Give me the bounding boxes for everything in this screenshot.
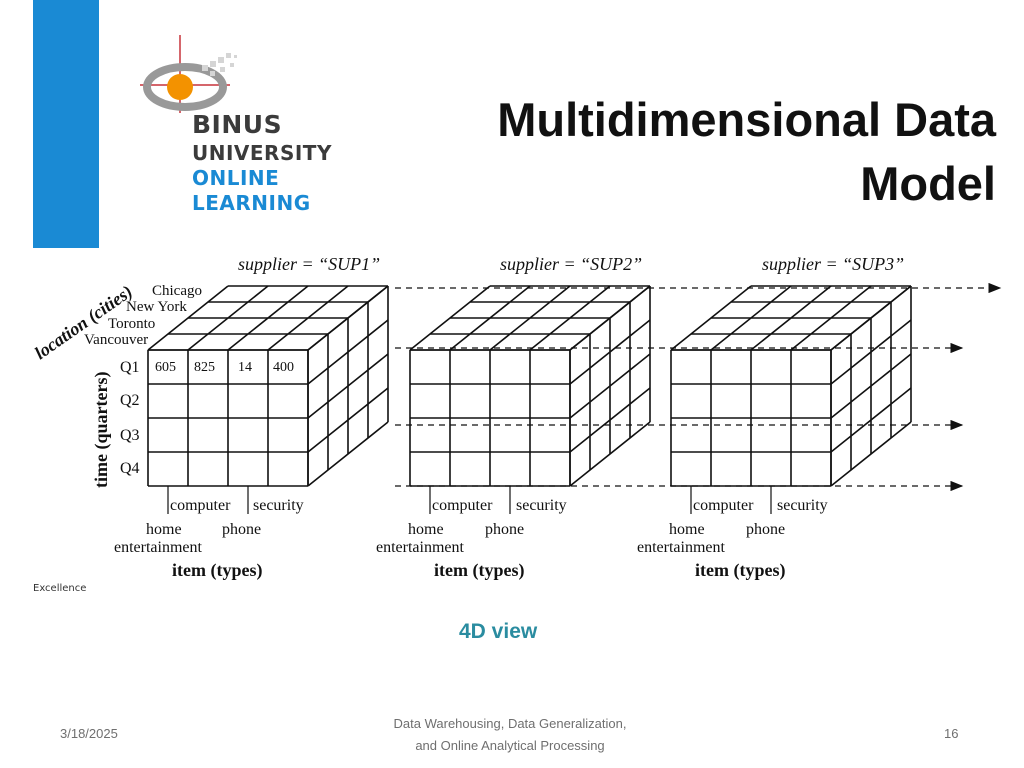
diagram-caption: 4D view bbox=[459, 620, 538, 643]
footer-title: Data Warehousing, Data Generalization, a… bbox=[360, 713, 660, 757]
item-label-phone-3: phone bbox=[746, 521, 785, 538]
footer-line2: and Online Analytical Processing bbox=[415, 738, 605, 753]
item-label-security-2: security bbox=[516, 497, 567, 514]
location-label-toronto: Toronto bbox=[108, 316, 155, 332]
cell-value-4: 400 bbox=[273, 360, 294, 375]
item-label-entertainment-3: entertainment bbox=[637, 539, 726, 556]
binus-logo bbox=[140, 35, 340, 225]
cube-1-side-d bbox=[307, 387, 389, 453]
item-label-phone-1: phone bbox=[222, 521, 261, 538]
logo-line1: BINUS bbox=[192, 110, 283, 139]
page-number: 16 bbox=[944, 726, 959, 741]
cube-3-top-d bbox=[790, 285, 872, 351]
item-label-computer-1: computer bbox=[170, 497, 231, 514]
cube-2-top-d bbox=[489, 285, 571, 351]
logo-line3: ONLINE bbox=[192, 166, 280, 190]
quarter-label-q4: Q4 bbox=[120, 460, 140, 477]
accent-bar bbox=[33, 0, 99, 248]
cube-1-top-d bbox=[147, 285, 229, 351]
quarter-label-q1: Q1 bbox=[120, 359, 140, 376]
title-line2: Model bbox=[860, 157, 996, 210]
logo-line2: UNIVERSITY bbox=[192, 141, 332, 165]
item-label-entertainment-2: entertainment bbox=[376, 539, 465, 556]
location-label-vancouver: Vancouver bbox=[84, 332, 148, 348]
cube-3-top-d bbox=[710, 285, 792, 351]
cube-1-side-d bbox=[307, 421, 389, 487]
cube-1-side-d bbox=[307, 319, 389, 385]
item-label-computer-2: computer bbox=[432, 497, 493, 514]
cube-2-side-d bbox=[569, 387, 651, 453]
slide-title: Multidimensional Data Model bbox=[497, 88, 996, 216]
cube-3-side-d bbox=[830, 319, 912, 385]
cell-value-3: 14 bbox=[238, 360, 252, 375]
item-axis-label-2: item (types) bbox=[434, 560, 524, 581]
cell-value-2: 825 bbox=[194, 360, 215, 375]
supplier-label-3: supplier = “SUP3” bbox=[762, 254, 904, 274]
footer-date: 3/18/2025 bbox=[60, 726, 118, 741]
cube-2-top-d bbox=[529, 285, 611, 351]
cube-2-side-d bbox=[569, 353, 651, 419]
item-label-security-1: security bbox=[253, 497, 304, 514]
logo-line4: LEARNING bbox=[192, 191, 311, 215]
location-label-newyork: New York bbox=[126, 299, 187, 315]
item-axis-label-1: item (types) bbox=[172, 560, 262, 581]
logo-mark-icon bbox=[140, 35, 237, 113]
supplier-label-1: supplier = “SUP1” bbox=[238, 254, 380, 274]
item-axis-label-3: item (types) bbox=[695, 560, 785, 581]
cube-3-top-d bbox=[750, 285, 832, 351]
cube-2-side-d bbox=[569, 319, 651, 385]
item-label-entertainment-1: entertainment bbox=[114, 539, 203, 556]
cell-value-1: 605 bbox=[155, 360, 176, 375]
item-label-home-3: home bbox=[669, 521, 705, 538]
excellence-text: Excellence bbox=[33, 583, 87, 594]
cube-1-side-d bbox=[307, 285, 389, 351]
cube-1-top-d bbox=[267, 285, 349, 351]
item-label-phone-2: phone bbox=[485, 521, 524, 538]
item-label-computer-3: computer bbox=[693, 497, 754, 514]
cube-3-side-d bbox=[830, 285, 912, 351]
title-line1: Multidimensional Data bbox=[497, 93, 996, 146]
cube-2-top-d bbox=[409, 285, 491, 351]
cube-2-side-d bbox=[569, 285, 651, 351]
item-label-home-1: home bbox=[146, 521, 182, 538]
supplier-label-2: supplier = “SUP2” bbox=[500, 254, 642, 274]
cube-2-top-d bbox=[449, 285, 531, 351]
cube-3-side-d bbox=[830, 387, 912, 453]
quarter-label-q2: Q2 bbox=[120, 392, 140, 409]
cube-3-side-d bbox=[830, 421, 912, 487]
data-cube-diagram: supplier = “SUP1” supplier = “SUP2” supp… bbox=[31, 254, 1002, 581]
location-label-chicago: Chicago bbox=[152, 283, 202, 299]
cube-1-side-d bbox=[307, 353, 389, 419]
item-label-security-3: security bbox=[777, 497, 828, 514]
cube-1-top-d bbox=[187, 285, 269, 351]
cube-1-top-d bbox=[227, 285, 309, 351]
item-label-home-2: home bbox=[408, 521, 444, 538]
footer-line1: Data Warehousing, Data Generalization, bbox=[393, 716, 627, 731]
time-axis-label: time (quarters) bbox=[91, 372, 112, 488]
quarter-label-q3: Q3 bbox=[120, 427, 140, 444]
cube-3-side-d bbox=[830, 353, 912, 419]
cube-2-side-d bbox=[569, 421, 651, 487]
cube-3-top-d bbox=[670, 285, 752, 351]
